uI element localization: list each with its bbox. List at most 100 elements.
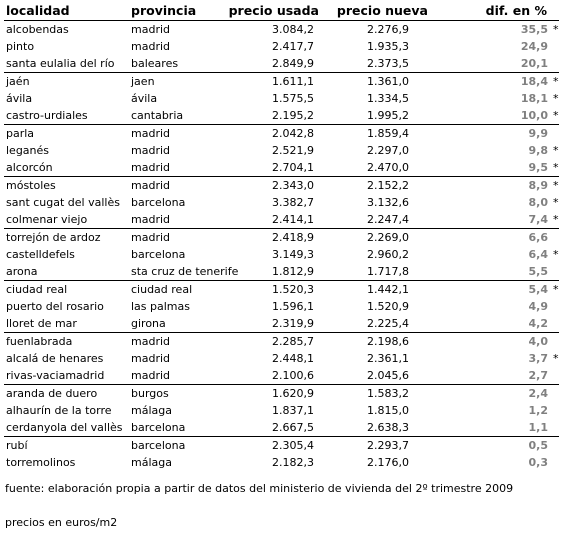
cell-localidad: alcalá de henares (6, 352, 104, 365)
cell-precio-usada: 2.042,8 (272, 127, 314, 140)
source-note: fuente: elaboración propia a partir de d… (5, 482, 514, 495)
cell-precio-nueva: 2.297,0 (367, 144, 409, 157)
table-row: santa eulalia del río baleares 2.849,9 2.37… (4, 55, 559, 73)
cell-mark: * (553, 196, 559, 209)
cell-precio-usada: 2.418,9 (272, 231, 314, 244)
table-row: castelldefels barcelona 3.149,3 2.960,2 6,4 * (4, 246, 559, 263)
table-row: rivas-vaciamadrid madrid 2.100,6 2.045,6 2,7 (4, 367, 559, 385)
cell-precio-usada: 2.704,1 (272, 161, 314, 174)
cell-provincia: ciudad real (131, 283, 193, 296)
cell-dif: 0,5 (528, 439, 549, 452)
header-provincia: provincia (131, 3, 197, 18)
cell-provincia: madrid (131, 369, 170, 382)
cell-precio-usada: 2.182,3 (272, 456, 314, 469)
cell-localidad: ávila (6, 92, 33, 105)
table-row: parla madrid 2.042,8 1.859,4 9,9 (4, 125, 559, 142)
cell-dif: 10,0 (520, 109, 548, 122)
table-body: alcobendas madrid 3.084,2 2.276,9 35,5 * pinto… (4, 21, 559, 471)
cell-precio-usada: 2.849,9 (272, 57, 314, 70)
cell-provincia: barcelona (131, 439, 186, 452)
table-row: móstoles madrid 2.343,0 2.152,2 8,9 * (4, 177, 559, 194)
cell-localidad: rubí (6, 439, 28, 452)
cell-precio-nueva: 1.995,2 (367, 109, 409, 122)
header-precio-usada: precio usada (228, 3, 319, 18)
cell-precio-nueva: 2.269,0 (367, 231, 409, 244)
cell-localidad: colmenar viejo (6, 213, 88, 226)
cell-dif: 3,7 (528, 352, 549, 365)
cell-provincia: madrid (131, 352, 170, 365)
cell-localidad: castelldefels (6, 248, 75, 261)
cell-dif: 2,4 (528, 387, 549, 400)
cell-dif: 6,4 (528, 248, 549, 261)
cell-dif: 1,1 (528, 421, 549, 434)
cell-localidad: arona (6, 265, 38, 278)
table-row: torrejón de ardoz madrid 2.418,9 2.269,0 6,6 (4, 229, 559, 246)
cell-provincia: girona (131, 317, 166, 330)
table-row: puerto del rosario las palmas 1.596,1 1.520… (4, 298, 559, 315)
cell-dif: 7,4 (528, 213, 549, 226)
table-row: pinto madrid 2.417,7 1.935,3 24,9 (4, 38, 559, 55)
table-row: ávila ávila 1.575,5 1.334,5 18,1 * (4, 90, 559, 107)
cell-precio-nueva: 2.225,4 (367, 317, 409, 330)
table-row: alhaurín de la torre málaga 1.837,1 1.815,0… (4, 402, 559, 419)
table-row: aranda de duero burgos 1.620,9 1.583,2 2,4 (4, 385, 559, 402)
cell-precio-nueva: 2.276,9 (367, 23, 409, 36)
cell-provincia: barcelona (131, 196, 186, 209)
cell-precio-usada: 2.667,5 (272, 421, 314, 434)
cell-precio-usada: 1.812,9 (272, 265, 314, 278)
cell-mark: * (553, 352, 559, 365)
cell-precio-usada: 2.414,1 (272, 213, 314, 226)
cell-localidad: parla (6, 127, 35, 140)
cell-dif: 0,3 (528, 456, 549, 469)
cell-provincia: cantabria (131, 109, 184, 122)
cell-dif: 20,1 (520, 57, 548, 70)
cell-provincia: madrid (131, 144, 170, 157)
cell-precio-nueva: 2.638,3 (367, 421, 409, 434)
cell-dif: 5,4 (528, 283, 549, 296)
cell-precio-usada: 2.343,0 (272, 179, 314, 192)
cell-dif: 4,0 (528, 335, 549, 348)
cell-dif: 5,5 (528, 265, 549, 278)
cell-precio-usada: 1.575,5 (272, 92, 314, 105)
cell-provincia: málaga (131, 404, 172, 417)
cell-localidad: cerdanyola del vallès (6, 421, 123, 434)
cell-mark: * (553, 23, 559, 36)
cell-provincia: madrid (131, 127, 170, 140)
header-localidad: localidad (6, 3, 70, 18)
cell-dif: 6,6 (528, 231, 549, 244)
cell-precio-nueva: 1.815,0 (367, 404, 409, 417)
cell-provincia: madrid (131, 179, 170, 192)
cell-precio-nueva: 1.361,0 (367, 75, 409, 88)
cell-precio-usada: 2.100,6 (272, 369, 314, 382)
cell-dif: 18,1 (520, 92, 548, 105)
cell-precio-usada: 2.448,1 (272, 352, 314, 365)
cell-precio-usada: 1.596,1 (272, 300, 314, 313)
cell-localidad: alcobendas (6, 23, 69, 36)
cell-provincia: málaga (131, 456, 172, 469)
cell-precio-usada: 1.520,3 (272, 283, 314, 296)
units-note: precios en euros/m2 (5, 516, 118, 529)
cell-precio-usada: 3.149,3 (272, 248, 314, 261)
cell-localidad: fuenlabrada (6, 335, 73, 348)
table-row: leganés madrid 2.521,9 2.297,0 9,8 * (4, 142, 559, 159)
header-dif: dif. en % (485, 3, 547, 18)
cell-provincia: barcelona (131, 248, 186, 261)
cell-precio-usada: 3.382,7 (272, 196, 314, 209)
cell-precio-usada: 2.417,7 (272, 40, 314, 53)
cell-localidad: castro-urdiales (6, 109, 88, 122)
cell-mark: * (553, 248, 559, 261)
cell-precio-usada: 1.620,9 (272, 387, 314, 400)
cell-localidad: alhaurín de la torre (6, 404, 112, 417)
cell-localidad: leganés (6, 144, 50, 157)
cell-mark: * (553, 144, 559, 157)
table-row: arona sta cruz de tenerife 1.812,9 1.717,8 5… (4, 263, 559, 281)
cell-precio-nueva: 2.152,2 (367, 179, 409, 192)
cell-localidad: sant cugat del vallès (6, 196, 120, 209)
cell-precio-usada: 2.285,7 (272, 335, 314, 348)
cell-localidad: santa eulalia del río (6, 57, 115, 70)
cell-provincia: madrid (131, 161, 170, 174)
cell-precio-nueva: 2.293,7 (367, 439, 409, 452)
cell-localidad: puerto del rosario (6, 300, 104, 313)
cell-localidad: torrejón de ardoz (6, 231, 101, 244)
cell-precio-usada: 2.319,9 (272, 317, 314, 330)
